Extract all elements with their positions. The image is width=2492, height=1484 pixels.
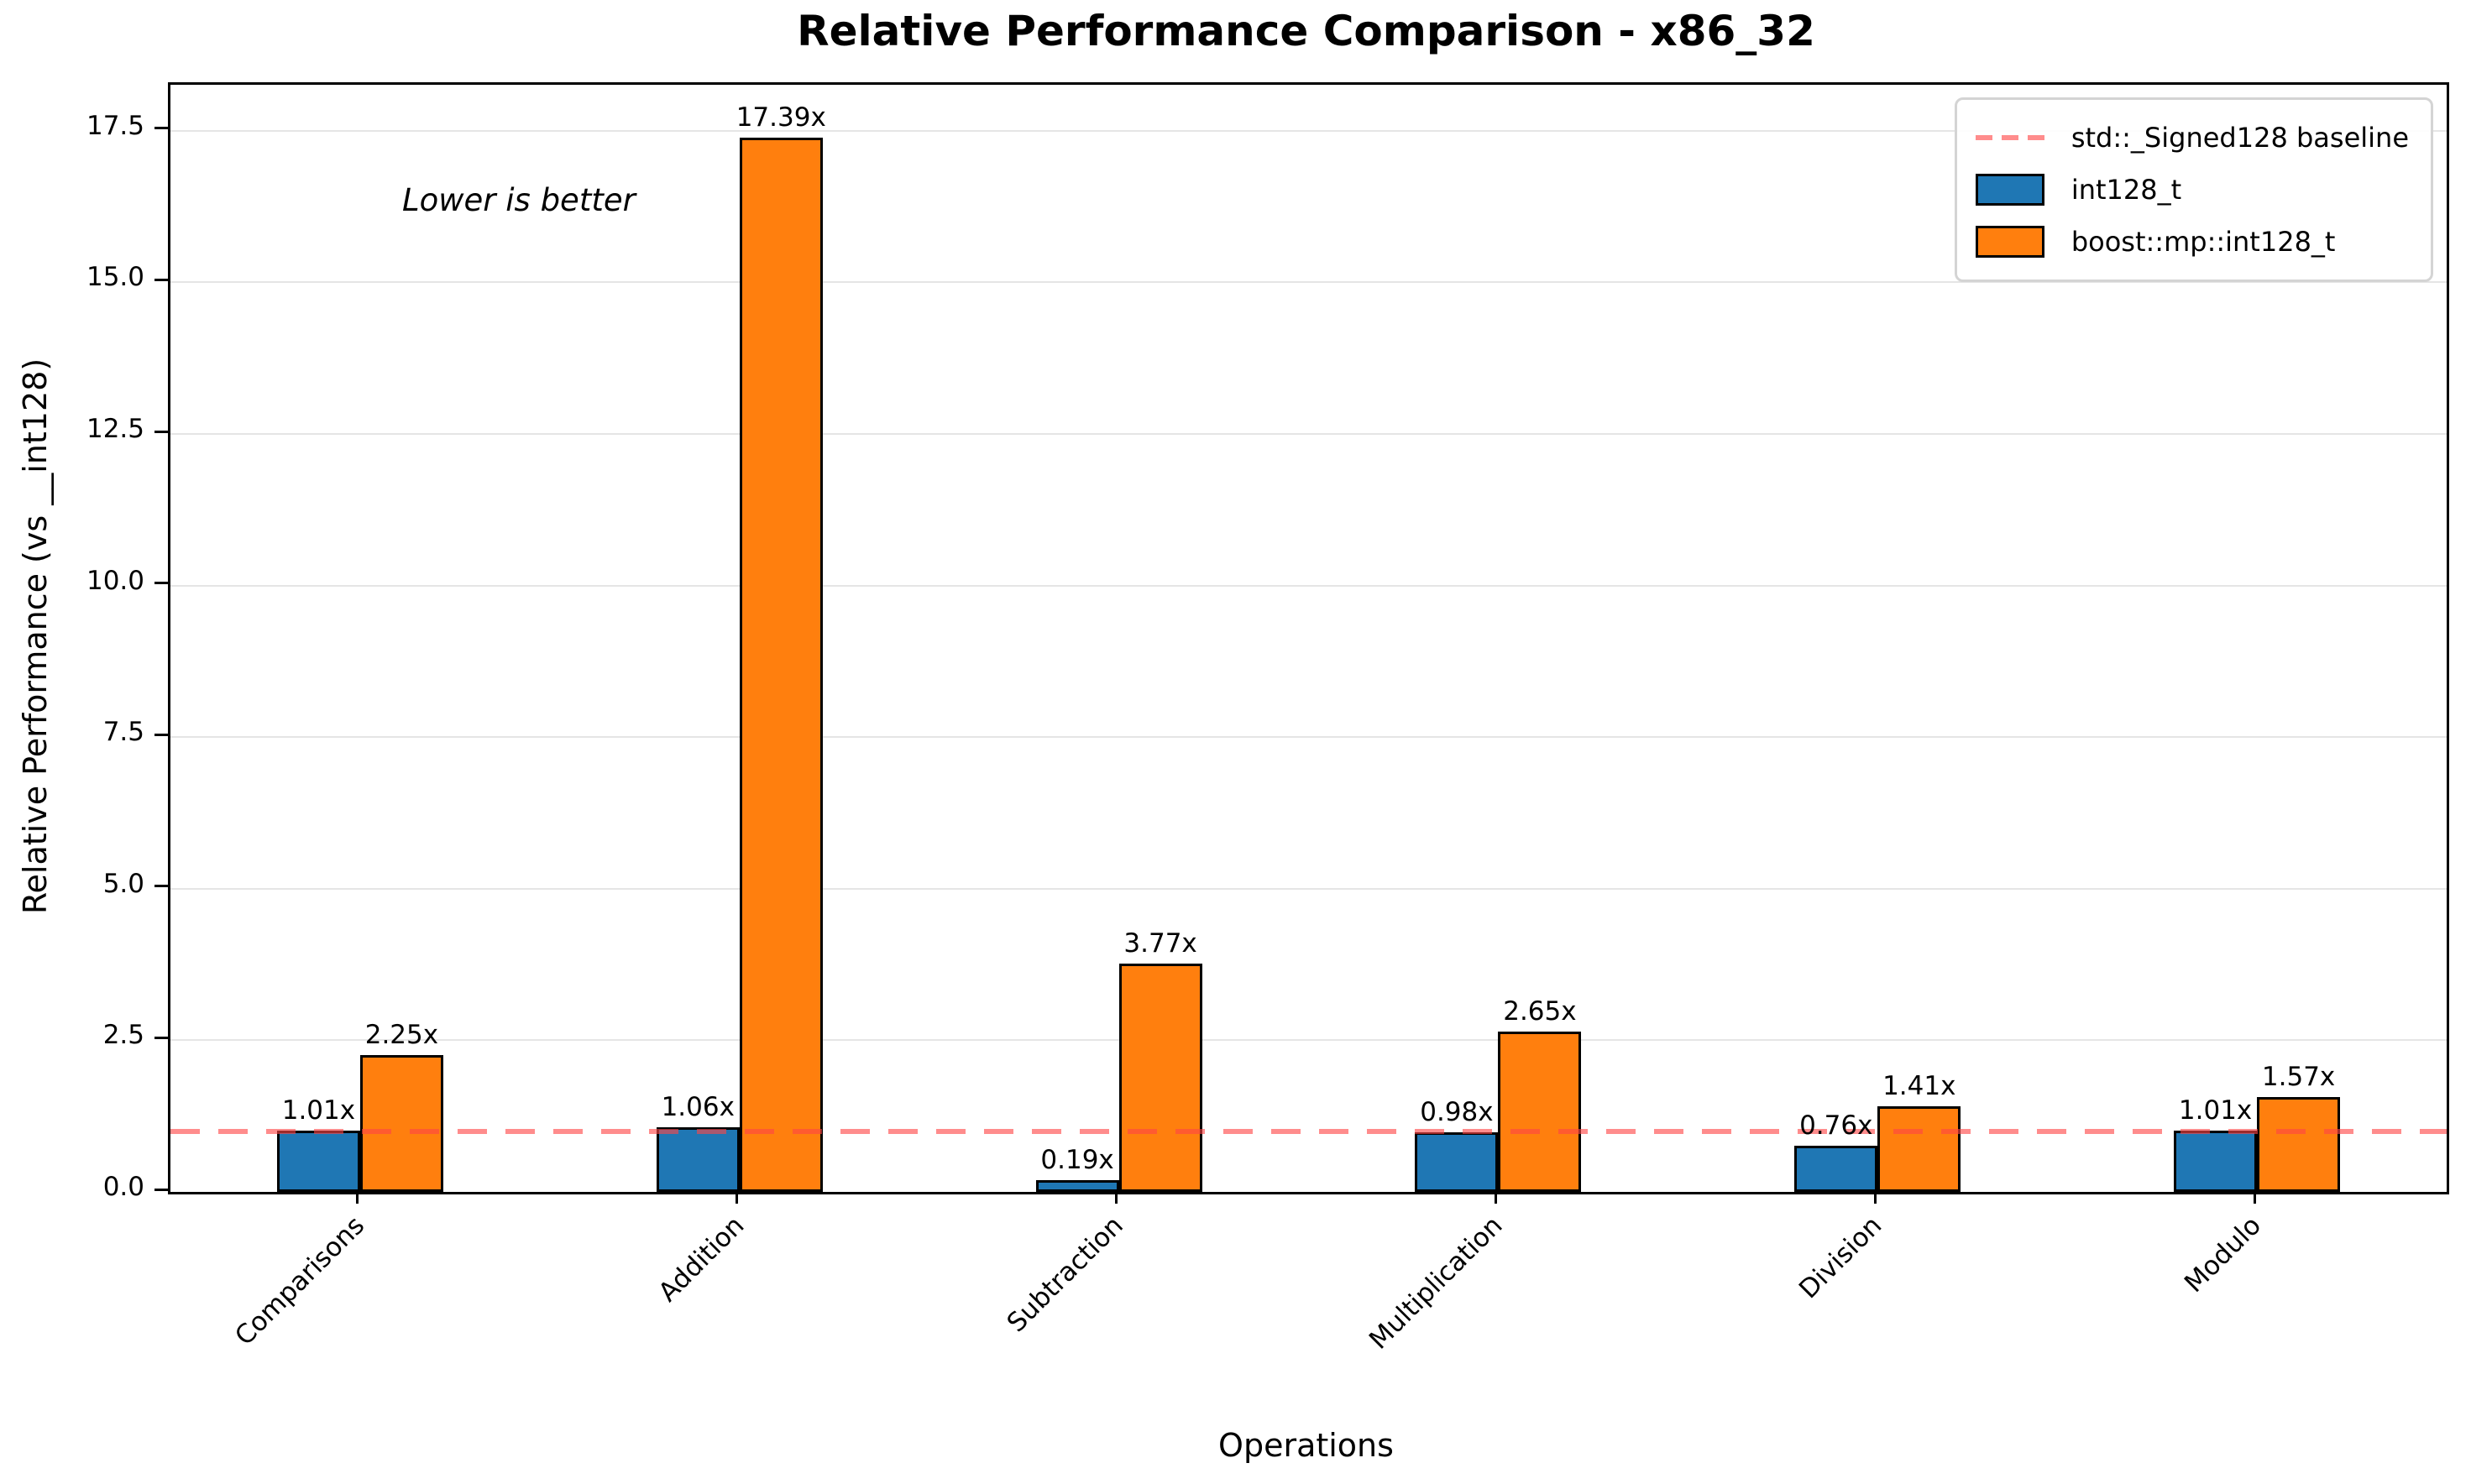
- legend-sample-wrap: [1975, 174, 2051, 206]
- x-tick-mark: [1494, 1192, 1497, 1204]
- y-tick-label: 5.0: [102, 868, 144, 899]
- bar-int128-subtraction: [1035, 1180, 1119, 1192]
- legend-label-boost: boost::mp::int128_t: [2071, 226, 2336, 258]
- bar-value-label: 1.06x: [661, 1092, 735, 1123]
- bar-int128-addition: [656, 1127, 740, 1192]
- y-tick-mark: [154, 430, 168, 433]
- y-tick-mark: [154, 885, 168, 888]
- y-tick-label: 0.0: [102, 1172, 144, 1202]
- x-tick-mark: [1873, 1192, 1877, 1204]
- bar-int128-division: [1794, 1146, 1878, 1192]
- legend-patch-int128: [1975, 174, 2044, 206]
- bar-boost-multiplication: [1498, 1031, 1582, 1192]
- gridline-y2.5: [170, 1039, 2447, 1042]
- legend-sample-wrap: [1975, 226, 2051, 258]
- legend-label-int128: int128_t: [2071, 174, 2182, 206]
- bar-value-label: 2.65x: [1503, 995, 1577, 1027]
- bar-value-label: 0.98x: [1420, 1097, 1494, 1128]
- bar-value-label: 0.19x: [1040, 1145, 1114, 1176]
- x-tick-label-text: Subtraction: [1001, 1210, 1130, 1339]
- chart-title: Relative Performance Comparison - x86_32: [797, 7, 1815, 55]
- bar-int128-modulo: [2174, 1131, 2258, 1192]
- y-tick-mark: [154, 582, 168, 585]
- bar-value-label: 1.01x: [2178, 1095, 2253, 1126]
- gridline-y12.5: [170, 433, 2447, 436]
- y-tick-label: 17.5: [86, 110, 144, 141]
- bar-boost-comparisons: [359, 1055, 443, 1192]
- gridline-y5.0: [170, 887, 2447, 890]
- gridline-y7.5: [170, 736, 2447, 739]
- y-tick-label: 12.5: [86, 414, 144, 445]
- bar-boost-division: [1877, 1106, 1961, 1192]
- legend-item-int128: int128_t: [1975, 164, 2409, 216]
- y-tick-label: 2.5: [102, 1020, 144, 1051]
- gridline-y15.0: [170, 281, 2447, 284]
- bar-boost-subtraction: [1118, 963, 1202, 1192]
- gridline-y10.0: [170, 584, 2447, 587]
- bar-value-label: 2.25x: [364, 1020, 439, 1051]
- legend-item-baseline: std::_Signed128 baseline: [1975, 112, 2409, 164]
- x-tick-mark: [1115, 1192, 1118, 1204]
- annotation-lower-is-better: Lower is better: [402, 182, 636, 218]
- y-tick-label: 7.5: [102, 717, 144, 748]
- legend-sample-wrap: [1975, 135, 2051, 140]
- y-tick-label: 10.0: [86, 565, 144, 596]
- bar-value-label: 3.77x: [1123, 928, 1197, 959]
- gridline-y17.5: [170, 129, 2447, 132]
- bar-int128-comparisons: [276, 1131, 360, 1192]
- x-tick-label-text: Modulo: [2179, 1210, 2268, 1299]
- y-tick-label: 15.0: [86, 262, 144, 293]
- x-axis-label: Operations: [1218, 1427, 1394, 1464]
- y-tick-mark: [154, 733, 168, 736]
- bar-boost-modulo: [2257, 1096, 2341, 1192]
- x-tick-label-text: Comparisons: [229, 1210, 371, 1352]
- bar-value-label: 17.39x: [736, 102, 826, 133]
- y-tick-mark: [154, 278, 168, 281]
- legend-item-boost: boost::mp::int128_t: [1975, 216, 2409, 268]
- y-tick-mark: [154, 1036, 168, 1039]
- x-tick-label-text: Multiplication: [1364, 1210, 1509, 1356]
- bar-value-label: 1.01x: [281, 1095, 356, 1126]
- legend: std::_Signed128 baseline int128_t boost:…: [1954, 97, 2433, 282]
- baseline-dash-sample: [1975, 135, 2048, 140]
- x-tick-mark: [736, 1192, 739, 1204]
- legend-label-baseline: std::_Signed128 baseline: [2071, 122, 2409, 154]
- bar-value-label: 1.57x: [2261, 1061, 2336, 1092]
- legend-patch-boost: [1975, 226, 2044, 258]
- x-tick-mark: [2253, 1192, 2256, 1204]
- y-tick-mark: [154, 127, 168, 130]
- baseline-line: [170, 1128, 2447, 1134]
- y-tick-mark: [154, 1188, 168, 1191]
- bar-value-label: 0.76x: [1799, 1110, 1873, 1142]
- x-tick-label-text: Addition: [652, 1210, 751, 1308]
- bar-int128-multiplication: [1415, 1132, 1499, 1192]
- x-tick-mark: [356, 1192, 359, 1204]
- bar-value-label: 1.41x: [1882, 1071, 1956, 1102]
- bar-boost-addition: [739, 137, 823, 1192]
- x-tick-label-text: Division: [1793, 1210, 1888, 1305]
